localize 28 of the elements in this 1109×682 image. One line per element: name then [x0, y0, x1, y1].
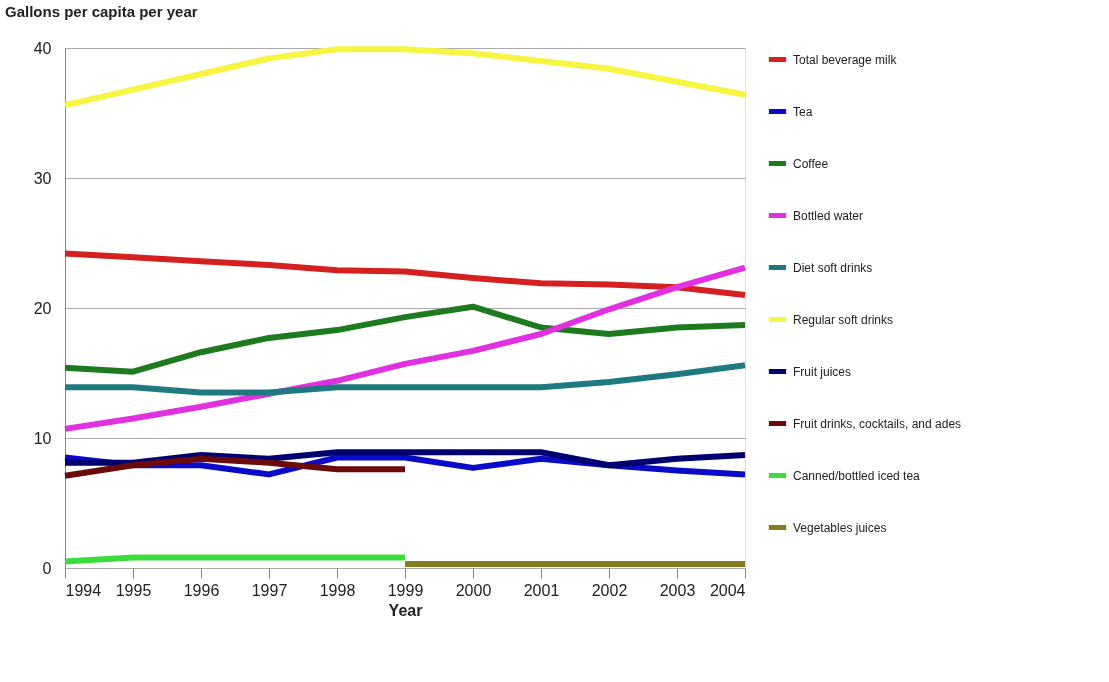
- legend-label: Total beverage milk: [793, 52, 898, 67]
- x-tick-label: 2001: [523, 581, 560, 599]
- x-tick-label: 1995: [115, 581, 152, 599]
- x-tick-label: 2002: [591, 581, 628, 599]
- y-tick-label: 30: [33, 169, 52, 187]
- x-tick-label: 2003: [659, 581, 696, 599]
- x-tick-label: 1998: [319, 581, 356, 599]
- x-tick-label: 2000: [455, 581, 492, 599]
- legend-label: Fruit drinks, cocktails, and ades: [793, 416, 962, 431]
- x-tick-label: 1994: [65, 581, 102, 599]
- y-tick-label: 20: [33, 299, 52, 317]
- legend-label: Fruit juices: [793, 364, 852, 379]
- chart-title: Gallons per capita per year: [5, 3, 198, 20]
- legend-label: Bottled water: [793, 208, 864, 223]
- legend-label: Vegetables juices: [793, 520, 887, 535]
- x-tick-label: 1997: [251, 581, 288, 599]
- x-tick-label: 1999: [387, 581, 424, 599]
- x-tick-label: 2004: [709, 581, 746, 599]
- y-tick-label: 40: [33, 39, 52, 57]
- legend-label: Regular soft drinks: [793, 312, 894, 327]
- x-tick-label: 1996: [183, 581, 220, 599]
- legend-label: Tea: [793, 104, 813, 119]
- legend-label: Canned/bottled iced tea: [793, 468, 921, 483]
- legend-label: Coffee: [793, 156, 829, 171]
- y-tick-label: 0: [42, 559, 52, 577]
- legend-label: Diet soft drinks: [793, 260, 873, 275]
- y-tick-label: 10: [33, 429, 52, 447]
- x-axis-title: Year: [388, 601, 423, 619]
